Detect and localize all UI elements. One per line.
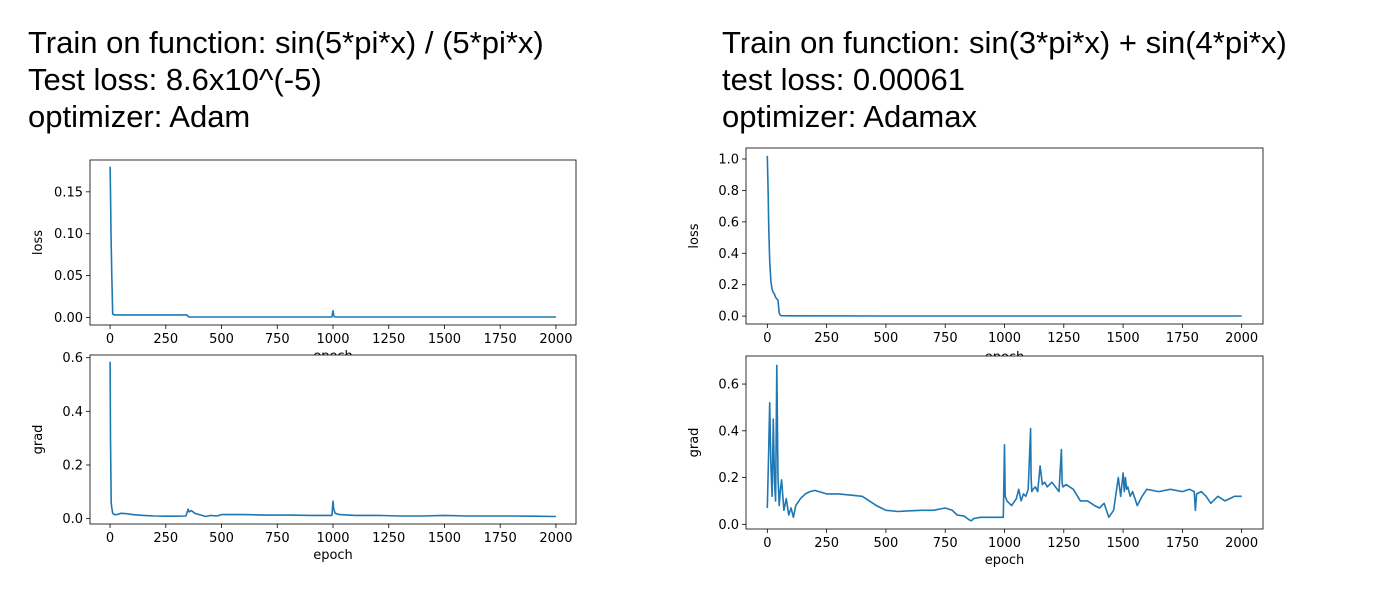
right-loss-ytick-label: 1.0	[718, 153, 739, 168]
right-grad-chart: 0 250 500 750 1000 1250 1500 1750 2000 0.0 0.2 0.4 0…	[687, 355, 1264, 568]
right-loss-xtick-label: 750	[933, 331, 958, 346]
left-loss-xtick-label: 1000	[316, 332, 349, 347]
left-loss-ylabel: loss	[31, 230, 46, 255]
left-grad-xtick-label: 2000	[539, 531, 572, 546]
left-grad-xtick-label: 1750	[484, 531, 517, 546]
left-loss-axes-frame	[89, 159, 577, 326]
right-grad-series-line	[766, 364, 1242, 522]
right-panel-caption: Train on function: sin(3*pi*x) + sin(4*p…	[722, 24, 1287, 135]
right-loss-ytick-label: 0.8	[718, 184, 739, 199]
right-grad-ytick-label: 0.6	[718, 378, 739, 393]
left-loss-xtick-label: 750	[265, 332, 290, 347]
left-grad-xtick-label: 750	[265, 531, 290, 546]
left-grad-xtick-label: 1500	[428, 531, 461, 546]
right-grad-ytick-label: 0.4	[718, 424, 739, 439]
left-loss-xtick-label: 1750	[484, 332, 517, 347]
left-loss-xtick-label: 1250	[372, 332, 405, 347]
right-grad-xtick-label: 1000	[988, 536, 1021, 551]
right-grad-xtick-label: 750	[933, 536, 958, 551]
right-loss-xtick-label: 1500	[1107, 331, 1140, 346]
left-title-optimizer: optimizer: Adam	[28, 99, 251, 134]
right-grad-xtick-label: 250	[814, 536, 839, 551]
right-loss-xtick-label: 1250	[1047, 331, 1080, 346]
left-grad-ytick-label: 0.4	[62, 405, 83, 420]
left-grad-xlabel: epoch	[313, 548, 353, 563]
left-grad-xtick-label: 500	[209, 531, 234, 546]
right-title-test-loss: test loss: 0.00061	[722, 62, 965, 97]
left-loss-xlabel: epoch	[313, 349, 353, 364]
left-grad-xtick-label: 0	[106, 531, 114, 546]
left-loss-xtick-label: 0	[106, 332, 114, 347]
right-loss-chart: 0 250 500 750 1000 1250 1500 1750 2000 0.0 0.2 0.4 0…	[687, 147, 1264, 365]
right-loss-series-line	[766, 155, 1242, 317]
left-loss-xtick-label: 250	[153, 332, 178, 347]
left-grad-xtick-label: 1250	[372, 531, 405, 546]
right-grad-xtick-label: 0	[763, 536, 771, 551]
left-grad-xtick-label: 250	[153, 531, 178, 546]
left-grad-chart: 0 250 500 750 1000 1250 1500 1750 2000 0.0 0.2 0.4 0…	[31, 351, 577, 563]
right-grad-ytick-label: 0.0	[718, 518, 739, 533]
left-loss-ytick-label: 0.05	[54, 269, 83, 284]
left-grad-axes-frame	[89, 354, 577, 525]
right-grad-ylabel: grad	[687, 428, 702, 458]
right-title-optimizer: optimizer: Adamax	[722, 99, 977, 134]
right-grad-xtick-label: 1750	[1166, 536, 1199, 551]
left-loss-ytick-label: 0.15	[54, 185, 83, 200]
right-grad-xtick-label: 1500	[1107, 536, 1140, 551]
left-loss-series-line	[109, 166, 556, 318]
left-grad-xtick-label: 1000	[316, 531, 349, 546]
right-grad-xtick-label: 500	[874, 536, 899, 551]
right-loss-xtick-label: 250	[814, 331, 839, 346]
right-loss-ytick-label: 0.4	[718, 247, 739, 262]
left-grad-ytick-label: 0.2	[62, 458, 83, 473]
right-grad-ytick-label: 0.2	[718, 471, 739, 486]
right-grad-xtick-label: 1250	[1047, 536, 1080, 551]
left-loss-xtick-label: 2000	[539, 332, 572, 347]
left-grad-ylabel: grad	[31, 425, 46, 455]
right-loss-xtick-label: 1000	[988, 331, 1021, 346]
right-grad-axes-frame	[745, 355, 1264, 530]
right-loss-xlabel: epoch	[985, 350, 1025, 365]
right-loss-ytick-label: 0.6	[718, 215, 739, 230]
left-title-test-loss: Test loss: 8.6x10^(-5)	[28, 62, 322, 97]
right-grad-xlabel: epoch	[985, 553, 1025, 568]
left-loss-ytick-label: 0.10	[54, 227, 83, 242]
left-panel-caption: Train on function: sin(5*pi*x) / (5*pi*x…	[28, 24, 544, 135]
left-loss-xtick-label: 1500	[428, 332, 461, 347]
right-loss-xtick-label: 1750	[1166, 331, 1199, 346]
right-loss-ytick-label: 0.0	[718, 310, 739, 325]
left-loss-ytick-label: 0.00	[54, 311, 83, 326]
right-grad-xtick-label: 2000	[1225, 536, 1258, 551]
left-grad-series-line	[109, 361, 556, 518]
left-title-function: Train on function: sin(5*pi*x) / (5*pi*x…	[28, 25, 544, 60]
right-loss-xtick-label: 2000	[1225, 331, 1258, 346]
right-loss-xtick-label: 500	[874, 331, 899, 346]
right-loss-ytick-label: 0.2	[718, 278, 739, 293]
left-grad-ytick-label: 0.6	[62, 351, 83, 366]
right-loss-axes-frame	[745, 147, 1264, 325]
left-grad-ytick-label: 0.0	[62, 512, 83, 527]
right-loss-xtick-label: 0	[763, 331, 771, 346]
right-loss-ylabel: loss	[687, 223, 702, 248]
right-title-function: Train on function: sin(3*pi*x) + sin(4*p…	[722, 25, 1287, 60]
left-loss-xtick-label: 500	[209, 332, 234, 347]
left-loss-chart: 0 250 500 750 1000 1250 1500 1750 2000 0.00 0.05 0.…	[31, 159, 577, 364]
